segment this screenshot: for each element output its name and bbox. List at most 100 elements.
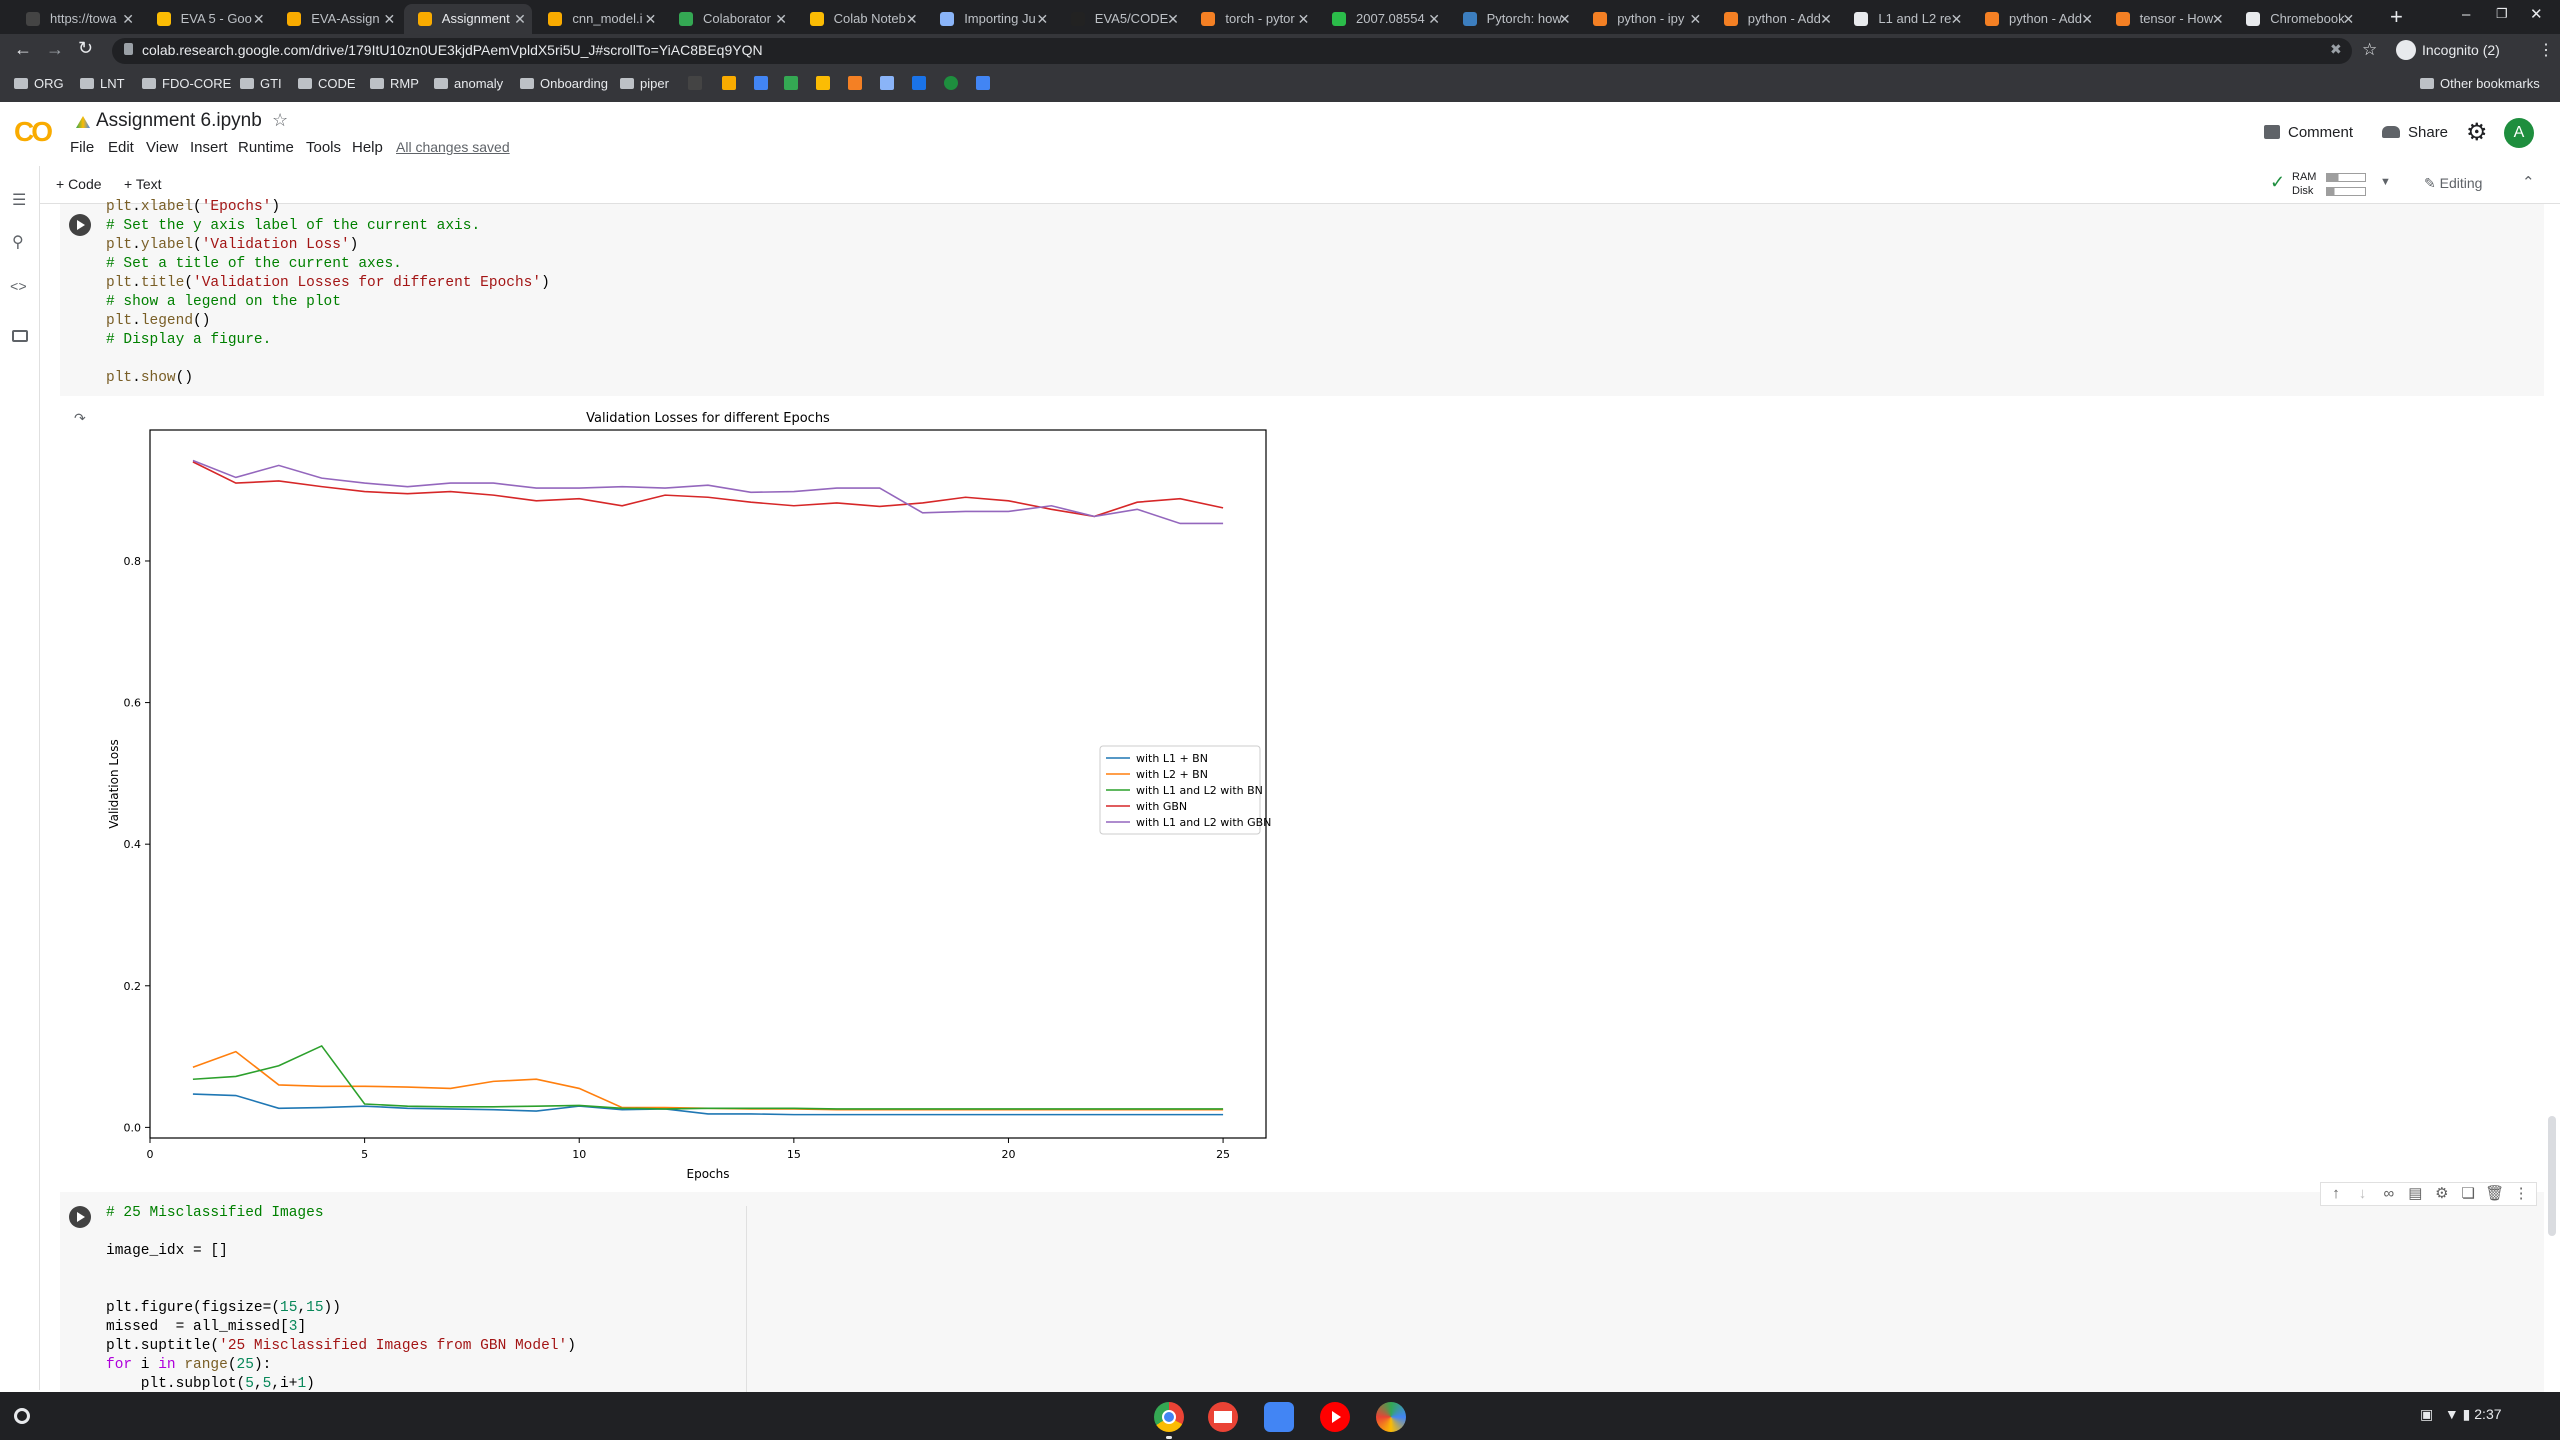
browser-tab[interactable]: cnn_model.i ✕ (534, 4, 662, 34)
star-icon[interactable]: ☆ (2362, 40, 2378, 59)
browser-tab[interactable]: torch - pytor ✕ (1187, 4, 1315, 34)
tab-close-icon[interactable]: ✕ (2211, 11, 2224, 27)
tab-close-icon[interactable]: ✕ (1167, 11, 1179, 27)
runtime-dropdown-icon[interactable]: ▼ (2380, 176, 2391, 188)
code-cell[interactable] (60, 204, 2544, 396)
user-avatar[interactable]: A (2504, 118, 2534, 148)
share-button[interactable]: Share (2382, 124, 2448, 141)
tab-close-icon[interactable]: ✕ (2081, 11, 2093, 27)
tab-close-icon[interactable]: ✕ (1036, 11, 1049, 27)
minimize-icon[interactable]: – (2462, 6, 2471, 23)
menu-insert[interactable]: Insert (190, 139, 228, 156)
ram-meter[interactable] (2326, 173, 2366, 182)
menu-file[interactable]: File (70, 139, 95, 156)
browser-tab[interactable]: https://towa ✕ (12, 4, 140, 34)
notebook-title[interactable]: Assignment 6.ipynb (96, 110, 262, 131)
bookmark-folder[interactable]: CODE (298, 76, 356, 91)
bookmark-folder[interactable]: anomaly (434, 76, 503, 91)
tab-close-icon[interactable]: ✕ (1950, 11, 1963, 27)
youtube-app-icon[interactable] (1320, 1402, 1350, 1432)
colab-logo[interactable]: CO (14, 116, 53, 147)
system-tray[interactable]: ▣ ▼ ▮ 2:37 (2420, 1406, 2502, 1423)
bookmark-icon[interactable] (784, 76, 798, 90)
bookmark-icon[interactable] (816, 76, 830, 90)
delete-icon[interactable]: 🗑 (2485, 1185, 2505, 1202)
saved-status[interactable]: All changes saved (396, 139, 510, 155)
bookmark-icon[interactable] (880, 76, 894, 90)
menu-tools[interactable]: Tools (306, 139, 342, 156)
bookmark-folder[interactable]: LNT (80, 76, 125, 91)
tab-close-icon[interactable]: ✕ (1558, 11, 1571, 27)
browser-tab[interactable]: python - Add ✕ (1710, 4, 1838, 34)
code-snippets-icon[interactable]: <> (10, 280, 27, 296)
move-up-icon[interactable]: ↑ (2332, 1185, 2340, 1202)
browser-tab[interactable]: L1 and L2 re ✕ (1840, 4, 1968, 34)
cell-settings-icon[interactable]: ⚙ (2435, 1185, 2449, 1202)
menu-edit[interactable]: Edit (108, 139, 134, 156)
browser-tab[interactable]: EVA5/CODE ✕ (1057, 4, 1185, 34)
run-cell-button[interactable] (69, 214, 91, 236)
bookmark-icon[interactable] (976, 76, 990, 90)
browser-tab[interactable]: Assignment ✕ (403, 4, 532, 34)
tab-close-icon[interactable]: ✕ (1689, 11, 1702, 27)
run-cell-button[interactable] (69, 1206, 91, 1228)
browser-tab[interactable]: 2007.08554 ✕ (1318, 4, 1446, 34)
bookmark-folder[interactable]: Onboarding (520, 76, 608, 91)
docs-app-icon[interactable] (1264, 1402, 1294, 1432)
tab-close-icon[interactable]: ✕ (383, 11, 396, 27)
tab-close-icon[interactable]: ✕ (905, 11, 918, 27)
menu-view[interactable]: View (146, 139, 179, 156)
output-menu-icon[interactable]: ↷ (74, 410, 86, 426)
more-options-icon[interactable]: ⋮ (2513, 1185, 2529, 1202)
browser-tab[interactable]: python - ipy ✕ (1579, 4, 1707, 34)
gmail-app-icon[interactable] (1208, 1402, 1238, 1432)
browser-tab[interactable]: EVA 5 - Goo ✕ (143, 4, 271, 34)
scrollbar-thumb[interactable] (2548, 1116, 2556, 1236)
bookmark-folder[interactable]: FDO-CORE (142, 76, 231, 91)
browser-tab[interactable]: EVA-Assign ✕ (273, 4, 401, 34)
forward-icon[interactable]: → (46, 39, 64, 59)
profile-button[interactable]: Incognito (2) (2396, 40, 2500, 62)
add-text-button[interactable]: + Text (124, 176, 162, 192)
bookmark-folder[interactable]: RMP (370, 76, 419, 91)
collapse-header-icon[interactable]: ⌃ (2522, 174, 2535, 191)
link-icon[interactable]: ∞ (2383, 1185, 2395, 1202)
bookmark-icon[interactable] (944, 76, 958, 90)
reload-icon[interactable]: ↻ (78, 38, 94, 58)
bookmark-folder[interactable]: ORG (14, 76, 64, 91)
bookmark-icon[interactable] (722, 76, 736, 90)
restore-icon[interactable]: ❐ (2496, 6, 2508, 21)
launcher-icon[interactable] (14, 1408, 30, 1424)
close-window-icon[interactable]: ✕ (2530, 6, 2543, 23)
browser-tab[interactable]: Colab Noteb ✕ (796, 4, 924, 34)
settings-gear-icon[interactable]: ⚙ (2466, 119, 2488, 146)
browser-tab[interactable]: Pytorch: how ✕ (1449, 4, 1577, 34)
bookmark-icon[interactable] (848, 76, 862, 90)
tab-close-icon[interactable]: ✕ (775, 11, 787, 27)
new-tab-button[interactable]: + (2390, 4, 2403, 29)
tab-close-icon[interactable]: ✕ (252, 11, 265, 27)
menu-runtime[interactable]: Runtime (238, 139, 294, 156)
bookmark-icon[interactable] (754, 76, 768, 90)
browser-tab[interactable]: python - Add ✕ (1971, 4, 2099, 34)
bookmark-folder[interactable]: GTI (240, 76, 282, 91)
bookmark-folder[interactable]: piper (620, 76, 669, 91)
tab-close-icon[interactable]: ✕ (644, 11, 657, 27)
tab-close-icon[interactable]: ✕ (122, 11, 134, 27)
bookmark-icon[interactable] (912, 76, 926, 90)
mirror-cell-icon[interactable]: ❏ (2461, 1185, 2475, 1202)
comment-button[interactable]: Comment (2264, 124, 2353, 141)
browser-tab[interactable]: Chromebook ✕ (2232, 4, 2360, 34)
address-bar[interactable]: colab.research.google.com/drive/179ItU10… (112, 38, 2352, 64)
files-folder-icon[interactable] (12, 330, 28, 342)
tab-close-icon[interactable]: ✕ (2342, 11, 2355, 27)
browser-tab[interactable]: tensor - How ✕ (2102, 4, 2230, 34)
play-store-app-icon[interactable] (1376, 1402, 1406, 1432)
tab-close-icon[interactable]: ✕ (1820, 11, 1832, 27)
star-notebook-icon[interactable]: ☆ (272, 110, 289, 130)
move-down-icon[interactable]: ↓ (2358, 1185, 2367, 1202)
table-of-contents-icon[interactable]: ☰ (12, 192, 27, 209)
chrome-menu-icon[interactable]: ⋮ (2538, 42, 2554, 59)
menu-help[interactable]: Help (352, 139, 383, 156)
tab-close-icon[interactable]: ✕ (514, 11, 526, 27)
